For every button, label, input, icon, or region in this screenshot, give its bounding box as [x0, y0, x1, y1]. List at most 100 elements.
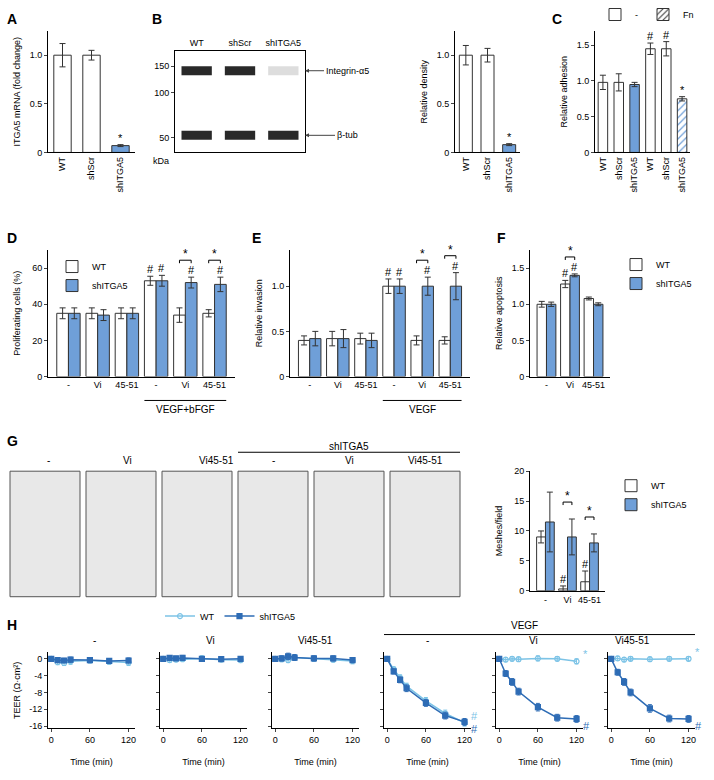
svg-text:-16: -16 — [29, 721, 42, 731]
svg-text:WT: WT — [92, 262, 106, 272]
svg-text:#: # — [158, 262, 165, 274]
svg-text:120: 120 — [457, 735, 472, 745]
svg-text:shITGA5: shITGA5 — [92, 281, 128, 291]
svg-text:60: 60 — [533, 735, 543, 745]
svg-text:50: 50 — [159, 133, 169, 143]
svg-text:*: * — [565, 489, 570, 503]
svg-text:45-51: 45-51 — [203, 380, 226, 390]
svg-text:5: 5 — [519, 556, 524, 566]
svg-text:Time (min): Time (min) — [406, 757, 449, 767]
svg-text:VEGF: VEGF — [511, 620, 538, 631]
svg-text:0: 0 — [584, 148, 589, 158]
svg-text:C: C — [552, 11, 562, 27]
svg-text:150: 150 — [154, 61, 169, 71]
svg-text:-4: -4 — [34, 671, 42, 681]
svg-text:WT: WT — [200, 612, 214, 622]
svg-text:G: G — [7, 433, 18, 449]
svg-text:Vi45-51: Vi45-51 — [199, 455, 234, 466]
svg-text:60: 60 — [197, 735, 207, 745]
svg-text:*: * — [695, 646, 700, 658]
svg-text:0: 0 — [161, 735, 166, 745]
svg-text:D: D — [7, 230, 17, 246]
svg-text:-: - — [93, 635, 96, 646]
svg-text:0.5: 0.5 — [512, 336, 525, 346]
svg-text:Relative adhesion: Relative adhesion — [559, 56, 569, 128]
svg-text:60: 60 — [32, 263, 42, 273]
svg-text:60: 60 — [645, 735, 655, 745]
svg-text:Time (min): Time (min) — [182, 757, 225, 767]
svg-text:0: 0 — [519, 372, 524, 382]
svg-text:15: 15 — [514, 496, 524, 506]
svg-text:1.5: 1.5 — [577, 40, 590, 50]
svg-text:Vi45-51: Vi45-51 — [298, 635, 333, 646]
svg-text:0: 0 — [37, 148, 42, 158]
svg-text:kDa: kDa — [153, 156, 169, 166]
svg-text:β-tub: β-tub — [337, 130, 358, 140]
svg-text:Vi: Vi — [345, 455, 354, 466]
svg-text:0.5: 0.5 — [437, 99, 450, 109]
svg-text:Vi: Vi — [94, 380, 102, 390]
svg-text:Vi45-51: Vi45-51 — [408, 455, 443, 466]
svg-text:#: # — [647, 30, 654, 42]
svg-text:#: # — [583, 720, 590, 732]
svg-text:0: 0 — [444, 148, 449, 158]
svg-text:Relative apoptosis: Relative apoptosis — [494, 276, 504, 350]
svg-text:0.5: 0.5 — [272, 327, 285, 337]
svg-text:-: - — [308, 380, 311, 390]
svg-text:120: 120 — [345, 735, 360, 745]
svg-text:*: * — [568, 244, 573, 258]
svg-text:#: # — [571, 261, 578, 273]
svg-text:-: - — [47, 455, 50, 466]
svg-text:-: - — [155, 380, 158, 390]
svg-text:shScr: shScr — [614, 157, 624, 180]
svg-text:shITGA5: shITGA5 — [630, 157, 640, 193]
svg-text:*: * — [680, 84, 685, 96]
svg-text:*: * — [183, 247, 188, 261]
svg-text:Vi: Vi — [564, 595, 572, 605]
svg-text:-8: -8 — [34, 688, 42, 698]
svg-text:0: 0 — [497, 735, 502, 745]
svg-text:45-51: 45-51 — [115, 380, 138, 390]
svg-text:Vi: Vi — [418, 380, 426, 390]
svg-text:H: H — [7, 617, 17, 633]
svg-text:shITGA5: shITGA5 — [259, 612, 295, 622]
svg-text:Time (min): Time (min) — [630, 757, 673, 767]
svg-text:#: # — [452, 260, 459, 272]
svg-text:-: - — [426, 635, 429, 646]
svg-text:shScr: shScr — [228, 38, 251, 48]
svg-text:100: 100 — [154, 88, 169, 98]
svg-text:60: 60 — [309, 735, 319, 745]
svg-text:Vi: Vi — [123, 455, 132, 466]
svg-text:A: A — [7, 11, 17, 27]
svg-text:#: # — [385, 266, 392, 278]
svg-text:0: 0 — [519, 586, 524, 596]
svg-text:Vi: Vi — [566, 380, 574, 390]
svg-text:TEER (Ω·cm²): TEER (Ω·cm²) — [12, 662, 22, 719]
svg-text:-: - — [393, 380, 396, 390]
svg-text:120: 120 — [569, 735, 584, 745]
svg-text:20: 20 — [514, 466, 524, 476]
svg-text:#: # — [695, 720, 702, 732]
svg-text:*: * — [587, 504, 592, 518]
svg-text:shScr: shScr — [482, 157, 492, 180]
svg-text:Relative density: Relative density — [419, 59, 429, 123]
svg-text:F: F — [497, 230, 506, 246]
svg-text:120: 120 — [681, 735, 696, 745]
svg-text:*: * — [420, 247, 425, 261]
svg-text:60: 60 — [85, 735, 95, 745]
svg-text:shITGA5: shITGA5 — [266, 38, 302, 48]
svg-text:#: # — [562, 267, 569, 279]
svg-text:0: 0 — [273, 735, 278, 745]
svg-text:#: # — [217, 264, 224, 276]
svg-text:#: # — [471, 723, 478, 735]
svg-text:1.0: 1.0 — [512, 299, 525, 309]
svg-text:#: # — [471, 710, 478, 722]
svg-text:-: - — [544, 595, 547, 605]
svg-text:-12: -12 — [29, 704, 42, 714]
svg-text:Vi: Vi — [206, 635, 215, 646]
svg-text:1.0: 1.0 — [437, 50, 450, 60]
svg-text:0.5: 0.5 — [577, 112, 590, 122]
svg-text:1.0: 1.0 — [30, 50, 43, 60]
svg-text:VEGF: VEGF — [409, 404, 436, 415]
svg-text:45-51: 45-51 — [582, 380, 605, 390]
